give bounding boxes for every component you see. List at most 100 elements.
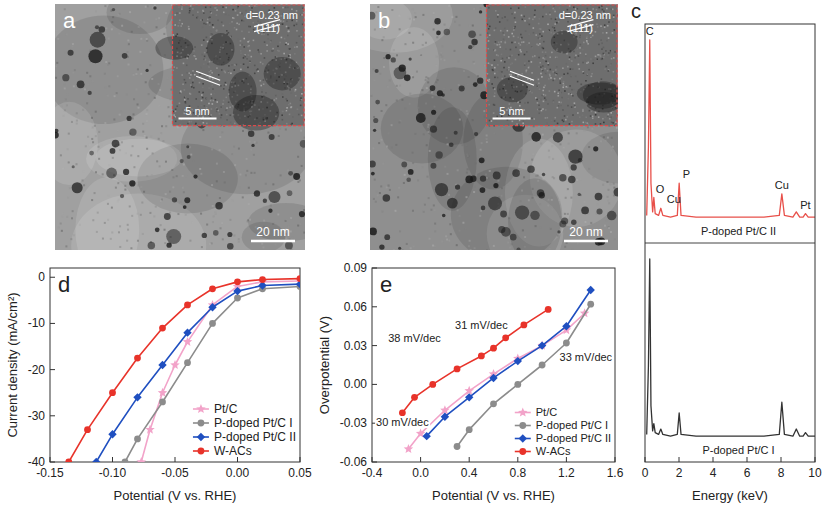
nanoparticle [145, 69, 148, 72]
nanoparticle [434, 18, 440, 24]
inset-noise [201, 19, 203, 21]
image-noise [245, 174, 247, 176]
nanoparticle [227, 243, 234, 250]
fringe-line [196, 76, 220, 85]
image-noise [604, 225, 606, 227]
inset-noise [201, 94, 203, 96]
inset-noise [556, 73, 558, 75]
image-noise [94, 125, 96, 127]
image-noise [397, 196, 399, 198]
image-noise [111, 231, 113, 233]
image-noise [425, 102, 427, 104]
nanoparticle [186, 145, 189, 148]
image-noise [378, 142, 380, 144]
inset-noise [611, 58, 613, 60]
image-noise [539, 203, 541, 205]
image-noise [113, 118, 115, 120]
image-noise [233, 235, 235, 237]
inset-noise [231, 123, 233, 125]
tem-image [370, 4, 618, 250]
image-noise [97, 212, 99, 214]
inset-noise [260, 85, 262, 87]
inset-noise [611, 121, 613, 123]
inset-noise [192, 8, 194, 10]
image-noise [305, 199, 306, 201]
image-noise [68, 161, 70, 163]
image-noise [383, 238, 385, 240]
image-noise [180, 201, 182, 203]
image-noise [95, 171, 97, 173]
inset-noise [208, 87, 210, 89]
image-noise [412, 76, 414, 78]
image-noise [433, 106, 435, 108]
inset-noise [243, 63, 245, 65]
image-noise [446, 137, 448, 139]
scale-bar [251, 240, 295, 243]
image-noise [212, 142, 214, 144]
image-texture [106, 4, 173, 34]
inset-noise [248, 31, 250, 33]
image-noise [71, 45, 73, 47]
image-noise [591, 128, 593, 130]
image-noise [169, 191, 171, 193]
nanoparticle [106, 168, 117, 179]
image-noise [68, 133, 70, 135]
inset-noise [549, 56, 551, 58]
inset-noise [222, 6, 224, 8]
inset-noise [257, 49, 259, 51]
inset-noise [240, 69, 242, 71]
image-noise [399, 28, 401, 30]
image-noise [280, 174, 282, 176]
inset-noise [297, 108, 299, 110]
image-noise [553, 129, 555, 131]
image-noise [72, 210, 74, 212]
image-noise [71, 121, 73, 123]
image-noise [398, 121, 400, 123]
nanoparticle [477, 77, 483, 83]
image-noise [567, 213, 569, 215]
image-noise [391, 147, 393, 149]
inset-noise [191, 121, 193, 123]
image-noise [592, 176, 594, 178]
inset-noise [212, 24, 214, 26]
nanoparticle [408, 169, 414, 175]
image-noise [105, 5, 107, 7]
inset-noise [554, 27, 556, 29]
image-noise [370, 95, 372, 97]
image-noise [262, 246, 264, 248]
image-noise [267, 132, 269, 134]
image-noise [92, 126, 94, 128]
image-noise [501, 128, 503, 130]
image-noise [413, 245, 415, 247]
inset-noise [243, 46, 245, 48]
inset-noise [179, 90, 181, 92]
inset-noise [222, 103, 224, 105]
nanoparticle [375, 69, 379, 73]
inset-particle [207, 33, 235, 65]
image-noise [540, 227, 542, 229]
image-noise [373, 116, 375, 118]
inset-noise [229, 114, 231, 116]
nanoparticle [479, 10, 482, 13]
image-noise [564, 213, 566, 215]
image-noise [238, 238, 240, 240]
inset-noise [249, 61, 251, 63]
image-noise [66, 94, 68, 96]
image-noise [64, 87, 66, 89]
image-noise [220, 227, 222, 229]
image-noise [98, 131, 100, 133]
inset-noise [211, 85, 213, 87]
image-noise [155, 206, 157, 208]
inset-noise [198, 91, 200, 93]
inset-noise [173, 66, 175, 68]
image-noise [242, 130, 244, 132]
inset-noise [285, 110, 287, 112]
image-noise [76, 120, 78, 122]
image-noise [168, 115, 170, 117]
image-noise [183, 163, 185, 165]
inset-noise [181, 8, 183, 10]
inset-noise [194, 53, 196, 55]
nanoparticle [129, 180, 135, 186]
inset-noise [196, 17, 198, 19]
image-noise [509, 247, 511, 249]
